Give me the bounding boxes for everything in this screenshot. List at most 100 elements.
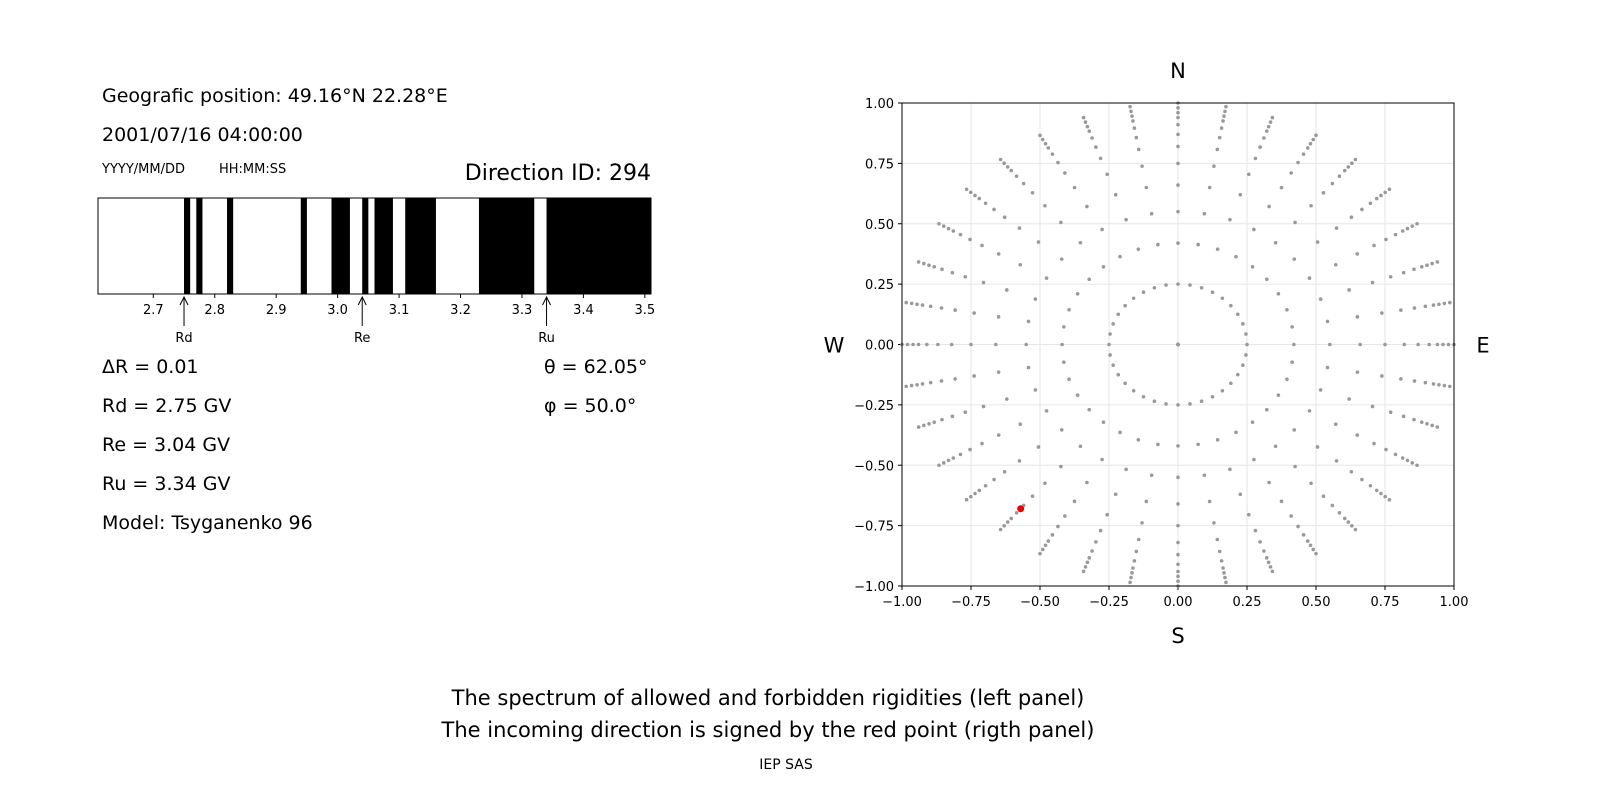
- direction-point: [1355, 315, 1360, 319]
- direction-point: [1262, 136, 1266, 140]
- y-tick-label: −1.00: [854, 580, 894, 595]
- direction-point: [1075, 393, 1080, 398]
- direction-point: [1264, 277, 1269, 282]
- direction-point: [1393, 232, 1398, 237]
- direction-point: [1043, 141, 1048, 146]
- direction-point: [915, 382, 919, 387]
- direction-point: [1235, 372, 1240, 377]
- direction-point: [1017, 459, 1022, 463]
- direction-point: [1229, 381, 1233, 386]
- direction-point: [1246, 172, 1251, 177]
- direction-point: [1270, 115, 1275, 120]
- direction-point: [1132, 559, 1137, 563]
- direction-point: [1250, 265, 1255, 269]
- direction-point: [1131, 388, 1136, 393]
- direction-point: [977, 488, 982, 493]
- direction-point: [925, 342, 929, 347]
- direction-point: [1355, 370, 1360, 374]
- direction-point: [1087, 556, 1092, 560]
- direction-point: [1176, 106, 1180, 110]
- spectrum-border: [97, 197, 652, 295]
- direction-point: [1416, 342, 1420, 347]
- model: Model: Tsyganenko 96: [102, 512, 313, 534]
- position: Geografic position: 49.16°N 22.28°E: [102, 85, 448, 107]
- direction-point: [1279, 185, 1284, 190]
- direction-point: [1176, 209, 1180, 214]
- direction-point: [1442, 383, 1447, 388]
- incoming-direction: [1017, 505, 1025, 513]
- direction-point: [1358, 342, 1362, 347]
- direction-point: [968, 237, 972, 242]
- direction-point: [1311, 137, 1316, 142]
- direction-point: [1318, 388, 1323, 392]
- direction-point: [998, 527, 1003, 532]
- direction-point: [1387, 497, 1392, 502]
- direction-point: [973, 491, 977, 496]
- direction-point: [1350, 161, 1354, 166]
- direction-point: [1427, 342, 1431, 347]
- direction-point: [1072, 499, 1077, 504]
- direction-point: [1410, 224, 1415, 228]
- direction-point: [964, 187, 969, 192]
- direction-point: [1128, 580, 1132, 585]
- direction-point: [1441, 342, 1445, 347]
- direction-point: [1107, 342, 1111, 347]
- direction-point: [1387, 187, 1392, 192]
- direction-point: [1136, 537, 1141, 542]
- direction-point: [1435, 342, 1440, 347]
- direction-point: [1036, 445, 1041, 449]
- x-tick-label: −0.50: [1020, 595, 1060, 610]
- direction-point: [920, 382, 925, 386]
- direction-point: [1431, 382, 1436, 386]
- x-tick-label: 3.3: [512, 303, 533, 318]
- direction-point: [1009, 168, 1014, 173]
- direction-point: [1380, 374, 1384, 378]
- direction-point: [980, 441, 984, 446]
- direction-point: [1412, 306, 1417, 310]
- direction-point: [1311, 547, 1316, 552]
- direction-point: [1215, 537, 1220, 542]
- direction-point: [1360, 477, 1364, 482]
- direction-point: [1144, 499, 1149, 504]
- direction-point: [1217, 135, 1222, 140]
- forbidden-band: [362, 198, 369, 294]
- direction-point: [1176, 574, 1180, 579]
- direction-point: [1435, 260, 1440, 264]
- direction-point: [1111, 363, 1115, 367]
- direction-point: [1290, 325, 1294, 329]
- direction-point: [1059, 428, 1064, 432]
- direction-point: [1164, 402, 1168, 406]
- direction-point: [1040, 547, 1045, 552]
- direction-point: [973, 193, 977, 198]
- direction-point: [1018, 422, 1023, 426]
- direction-point: [1132, 126, 1137, 130]
- footer: IEP SAS: [759, 757, 813, 773]
- direction-point: [1156, 242, 1160, 247]
- direction-point: [1044, 409, 1049, 413]
- x-tick-label: 3.4: [573, 303, 594, 318]
- direction-point: [1210, 290, 1215, 295]
- direction-point: [1224, 580, 1228, 585]
- direction-point: [1078, 240, 1083, 245]
- direction-point: [1309, 203, 1313, 208]
- direction-point: [1264, 407, 1269, 412]
- direction-point: [1342, 168, 1347, 173]
- direction-point: [1085, 124, 1090, 129]
- direction-point: [1017, 226, 1022, 230]
- direction-point: [1144, 185, 1149, 190]
- direction-point: [1116, 372, 1121, 377]
- direction-point: [1258, 145, 1262, 149]
- direction-point: [958, 232, 963, 237]
- direction-point: [1131, 566, 1135, 570]
- direction-point: [939, 306, 944, 310]
- direction-point: [1223, 109, 1227, 114]
- direction-point: [1229, 303, 1233, 308]
- direction-point: [1116, 312, 1121, 317]
- direction-point: [1176, 403, 1180, 407]
- direction-point: [1176, 579, 1180, 583]
- direction-point: [1087, 277, 1091, 282]
- direction-point: [1081, 115, 1086, 120]
- direction-point: [1131, 296, 1136, 301]
- direction-point: [1215, 147, 1220, 152]
- direction-point: [996, 370, 1001, 374]
